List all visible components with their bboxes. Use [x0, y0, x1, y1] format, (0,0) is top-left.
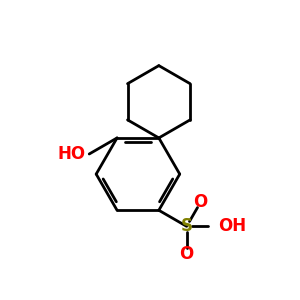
Text: O: O [194, 193, 208, 211]
Text: OH: OH [218, 217, 246, 235]
Text: HO: HO [58, 145, 86, 163]
Text: O: O [179, 245, 194, 263]
Text: S: S [181, 217, 193, 235]
